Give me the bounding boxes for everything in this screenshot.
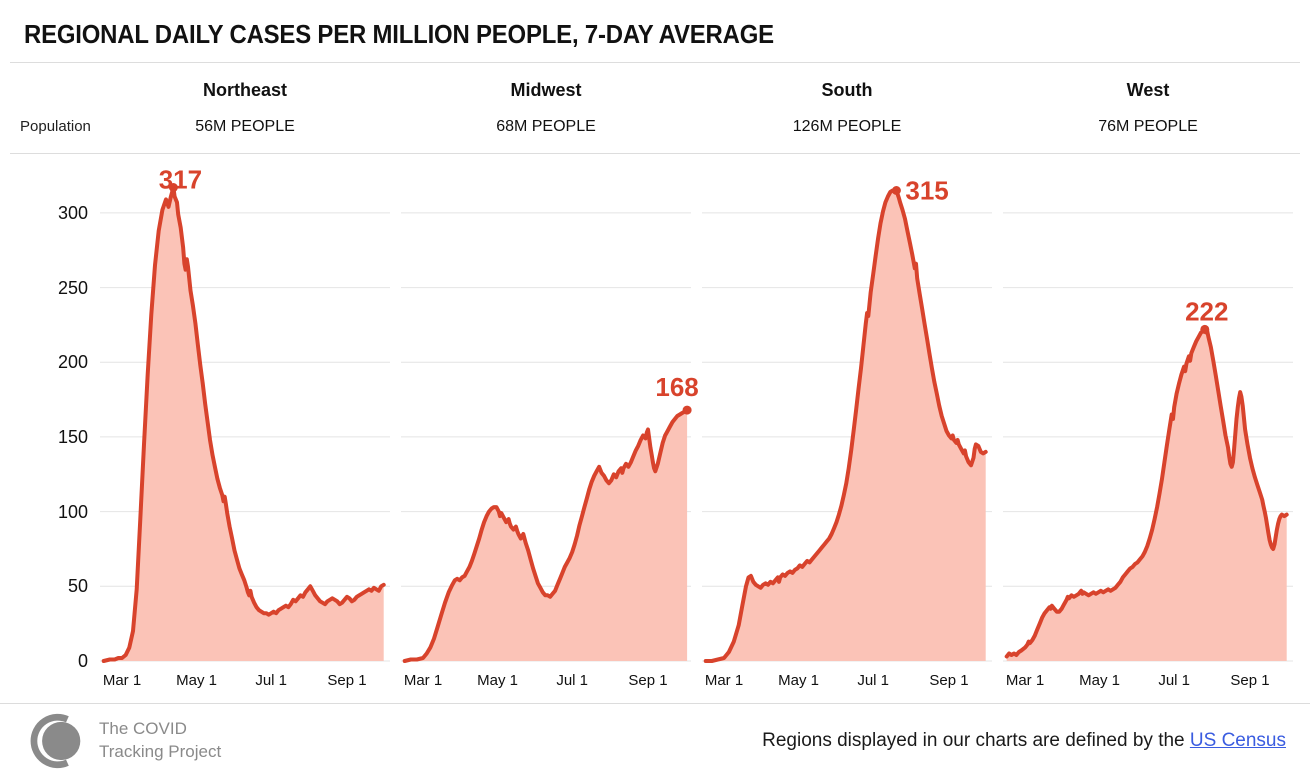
chart-panel-west: 222 Mar 1 May 1 Jul 1 Sep 1 <box>1003 160 1293 693</box>
footer-note: Regions displayed in our charts are defi… <box>762 730 1286 752</box>
region-header-northeast: Northeast 56M PEOPLE <box>100 79 390 137</box>
x-tick-label: May 1 <box>1079 672 1121 689</box>
region-name: Northeast <box>202 80 287 100</box>
chart-panel-midwest: 168 Mar 1 May 1 Jul 1 Sep 1 <box>401 160 699 693</box>
series-line <box>402 408 690 663</box>
title-bar: REGIONAL DAILY CASES PER MILLION PEOPLE,… <box>0 0 1310 62</box>
title-divider <box>10 62 1300 63</box>
region-name: Midwest <box>510 80 582 100</box>
y-tick-label: 150 <box>57 426 88 447</box>
x-axis-labels: Mar 1 May 1 Jul 1 Sep 1 <box>401 665 691 693</box>
area-chart-west: 222 <box>1003 212 1293 662</box>
x-tick-label: May 1 <box>176 672 218 689</box>
area-chart-midwest: 168 <box>401 212 699 663</box>
y-tick-label: 300 <box>57 202 88 223</box>
series-line <box>1004 327 1289 659</box>
area-chart-south: 315 <box>702 176 992 663</box>
header-divider <box>10 153 1300 154</box>
population-label: Population <box>20 118 91 135</box>
x-tick-label: Mar 1 <box>704 672 744 689</box>
x-tick-label: Jul 1 <box>556 672 589 689</box>
x-tick-label: Sep 1 <box>1230 672 1270 689</box>
area-fill <box>705 190 986 661</box>
peak-dot <box>168 183 178 192</box>
footer: The COVID Tracking Project Regions displ… <box>0 703 1310 777</box>
series-line <box>703 188 988 663</box>
region-header-row: Population Northeast 56M PEOPLE Midwest … <box>0 63 1310 153</box>
area-chart-northeast: 317 <box>100 165 390 663</box>
y-tick-label: 100 <box>57 501 88 522</box>
area-fill <box>404 410 688 661</box>
x-axis-labels: Mar 1 May 1 Jul 1 Sep 1 <box>702 665 992 693</box>
us-census-link[interactable]: US Census <box>1189 729 1286 751</box>
area-fill <box>1006 329 1287 661</box>
y-axis: 300 250 200 150 100 50 0 <box>0 160 100 671</box>
region-header-west: West 76M PEOPLE <box>1003 79 1293 137</box>
peak-dot <box>682 405 692 415</box>
peak-dot <box>1200 324 1210 334</box>
x-tick-label: May 1 <box>477 672 519 689</box>
peak-value-label: 317 <box>159 165 202 195</box>
x-tick-label: Jul 1 <box>1158 672 1191 689</box>
peak-value-label: 168 <box>655 372 698 402</box>
region-name: South <box>821 80 873 100</box>
logo-text-line1: The COVID <box>99 719 187 739</box>
x-tick-label: Mar 1 <box>102 672 142 689</box>
x-tick-label: Sep 1 <box>628 672 668 689</box>
covid-tracking-project-logo: The COVID Tracking Project <box>24 712 221 770</box>
chart-panel-south: 315 Mar 1 May 1 Jul 1 Sep 1 <box>702 160 992 693</box>
logo-text: The COVID Tracking Project <box>99 718 221 762</box>
x-tick-label: Mar 1 <box>403 672 443 689</box>
region-population: 76M PEOPLE <box>1098 118 1198 135</box>
x-tick-label: Mar 1 <box>1005 672 1045 689</box>
page-title: REGIONAL DAILY CASES PER MILLION PEOPLE,… <box>24 19 774 49</box>
peak-dot <box>891 186 901 195</box>
region-header-midwest: Midwest 68M PEOPLE <box>401 79 691 137</box>
peak-value-label: 315 <box>905 176 948 206</box>
y-tick-label: 250 <box>57 277 88 298</box>
x-tick-label: Jul 1 <box>255 672 288 689</box>
chart-panel-northeast: 317 Mar 1 May 1 Jul 1 Sep 1 <box>100 160 390 693</box>
y-tick-label: 50 <box>67 576 88 597</box>
peak-value-label: 222 <box>1185 296 1228 326</box>
x-tick-label: May 1 <box>778 672 820 689</box>
logo-text-line2: Tracking Project <box>99 741 222 761</box>
region-population: 68M PEOPLE <box>496 118 596 135</box>
region-population: 126M PEOPLE <box>792 118 902 135</box>
chart-row: 300 250 200 150 100 50 0 317 Mar 1 May 1… <box>0 160 1310 693</box>
x-axis-labels: Mar 1 May 1 Jul 1 Sep 1 <box>1003 665 1293 693</box>
footer-note-text: Regions displayed in our charts are defi… <box>762 729 1190 751</box>
y-tick-label: 0 <box>77 651 88 671</box>
y-tick-label: 200 <box>57 352 88 373</box>
x-tick-label: Sep 1 <box>327 672 367 689</box>
x-tick-label: Sep 1 <box>929 672 969 689</box>
x-axis-labels: Mar 1 May 1 Jul 1 Sep 1 <box>100 665 390 693</box>
covid-tracking-project-logo-icon <box>30 713 81 768</box>
region-header-south: South 126M PEOPLE <box>702 79 992 137</box>
region-name: West <box>1126 80 1170 100</box>
area-fill <box>103 187 384 661</box>
population-label-cell: Population <box>0 79 100 137</box>
x-tick-label: Jul 1 <box>857 672 890 689</box>
region-population: 56M PEOPLE <box>195 118 295 135</box>
